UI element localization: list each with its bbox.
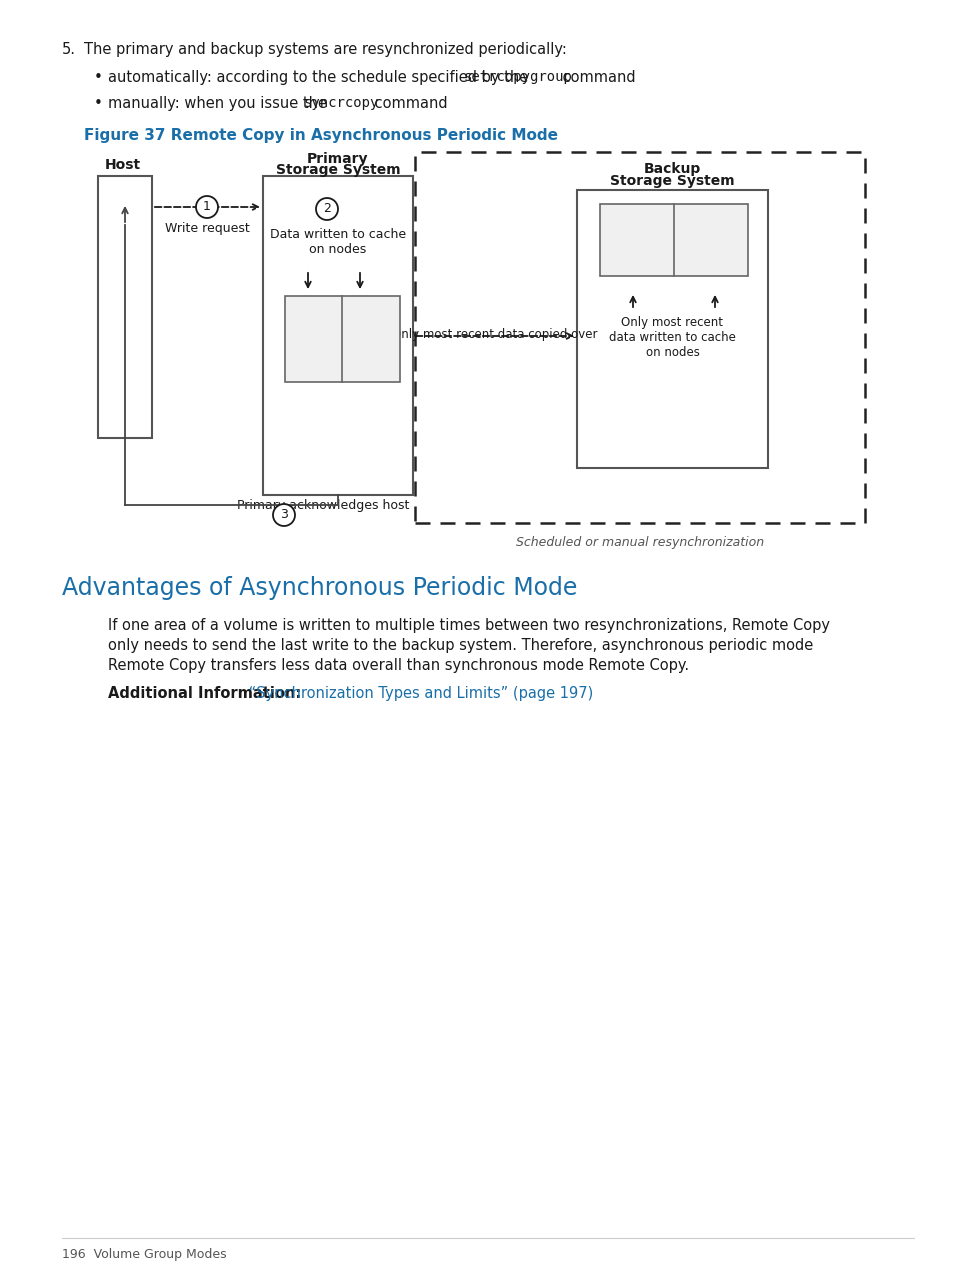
- Text: Additional Information:: Additional Information:: [108, 686, 301, 702]
- Text: Figure 37 Remote Copy in Asynchronous Periodic Mode: Figure 37 Remote Copy in Asynchronous Pe…: [84, 128, 558, 144]
- Text: command: command: [370, 97, 447, 111]
- Text: •: •: [94, 70, 103, 85]
- Text: automatically: according to the schedule specified by the: automatically: according to the schedule…: [108, 70, 533, 85]
- Text: only needs to send the last write to the backup system. Therefore, asynchronous : only needs to send the last write to the…: [108, 638, 812, 653]
- Bar: [415, 153, 864, 522]
- Bar: [263, 175, 413, 494]
- Bar: [599, 205, 747, 276]
- Text: syncrcopy: syncrcopy: [304, 97, 379, 111]
- Text: Backup: Backup: [643, 161, 700, 175]
- Text: 2: 2: [323, 202, 331, 216]
- Text: Only most recent
data written to cache
on nodes: Only most recent data written to cache o…: [608, 316, 735, 358]
- Circle shape: [315, 198, 337, 220]
- Text: •: •: [94, 97, 103, 111]
- Text: Remote Copy transfers less data overall than synchronous mode Remote Copy.: Remote Copy transfers less data overall …: [108, 658, 688, 674]
- Text: Storage System: Storage System: [610, 174, 734, 188]
- Text: Primary: Primary: [307, 153, 369, 167]
- Text: “Synchronization Types and Limits” (page 197): “Synchronization Types and Limits” (page…: [244, 686, 593, 702]
- Text: 5.: 5.: [62, 42, 76, 57]
- Text: Only most recent data copied over: Only most recent data copied over: [392, 328, 598, 341]
- Text: Advantages of Asynchronous Periodic Mode: Advantages of Asynchronous Periodic Mode: [62, 576, 577, 600]
- Text: Primary acknowledges host: Primary acknowledges host: [236, 500, 409, 512]
- Text: The primary and backup systems are resynchronized periodically:: The primary and backup systems are resyn…: [84, 42, 566, 57]
- Text: command: command: [558, 70, 635, 85]
- Circle shape: [195, 196, 218, 219]
- Text: 1: 1: [203, 201, 211, 214]
- Bar: [98, 175, 152, 438]
- Text: Scheduled or manual resynchronization: Scheduled or manual resynchronization: [516, 536, 763, 549]
- Text: Data written to cache
on nodes: Data written to cache on nodes: [270, 228, 406, 255]
- Text: 196  Volume Group Modes: 196 Volume Group Modes: [62, 1248, 227, 1261]
- Bar: [577, 189, 767, 468]
- Text: Host: Host: [105, 158, 141, 172]
- Text: setrcopygroup: setrcopygroup: [463, 70, 572, 84]
- Text: 3: 3: [280, 508, 288, 521]
- Text: manually: when you issue the: manually: when you issue the: [108, 97, 332, 111]
- Bar: [285, 296, 399, 383]
- Text: Storage System: Storage System: [275, 163, 400, 177]
- Circle shape: [273, 505, 294, 526]
- Text: Write request: Write request: [165, 222, 250, 235]
- Text: If one area of a volume is written to multiple times between two resynchronizati: If one area of a volume is written to mu…: [108, 618, 829, 633]
